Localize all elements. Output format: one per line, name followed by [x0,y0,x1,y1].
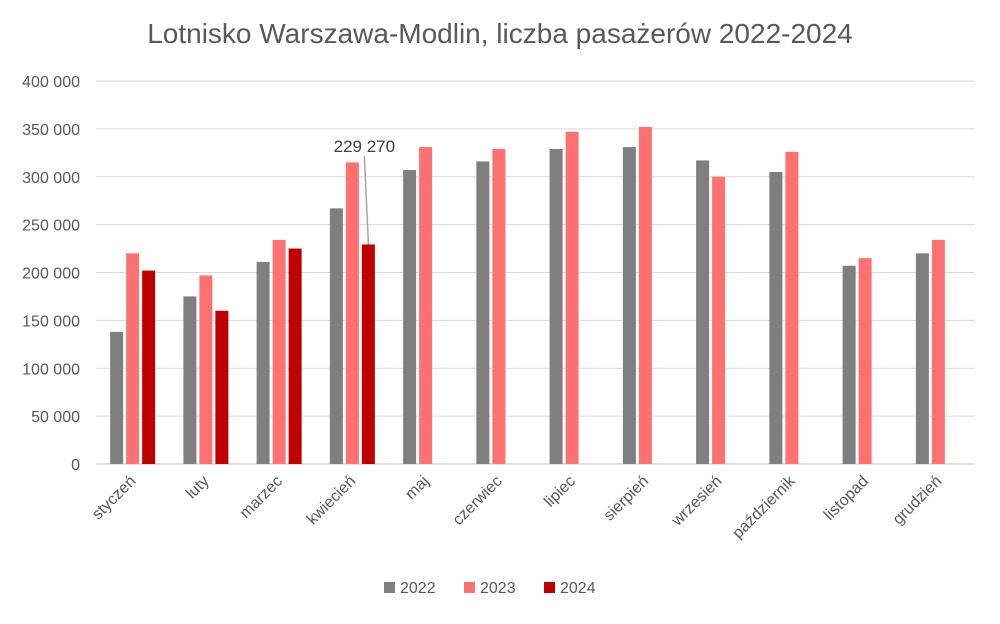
x-tick-label: październik [729,472,799,542]
legend-swatch-2022 [384,582,395,593]
x-tick-label: wrzesień [668,473,725,530]
y-tick-label: 0 [71,457,80,474]
bar-2023 [126,253,140,464]
bar-2022 [256,261,270,464]
bar-2023 [931,239,945,464]
y-tick-label: 100 000 [22,361,80,378]
bar-2022 [915,253,929,464]
legend-label-2022: 2022 [400,580,436,597]
bar-2024 [215,310,229,464]
bar-2022 [842,265,856,464]
x-tick-label: grudzień [890,473,945,528]
bar-2023 [272,239,286,464]
bar-2022 [549,148,563,465]
legend-label-2023: 2023 [480,580,516,597]
bar-2022 [329,208,343,464]
y-tick-label: 400 000 [22,74,80,91]
annotation-leader-line [363,155,370,245]
bar-2024 [288,248,302,464]
legend-swatch-2023 [464,582,475,593]
bar-2022 [183,296,197,464]
y-tick-label: 50 000 [31,409,80,426]
bar-2022 [403,170,417,465]
x-tick-label: maj [402,473,432,503]
bar-2024 [361,244,375,464]
bar-2022 [110,331,124,464]
x-tick-label: styczeń [89,473,139,523]
bar-2023 [712,176,726,464]
bar-2022 [476,161,490,464]
bar-2023 [858,258,872,464]
y-tick-label: 300 000 [22,170,80,187]
legend-label-2024: 2024 [560,580,596,597]
x-tick-label: luty [183,473,213,503]
x-tick-label: kwiecień [304,473,359,528]
x-tick-label: czerwiec [450,473,506,529]
bar-2022 [696,160,710,464]
chart-title: Lotnisko Warszawa-Modlin, liczba pasażer… [147,18,853,49]
bar-2024 [142,270,156,464]
legend-swatch-2024 [544,582,555,593]
bar-2022 [622,147,636,464]
bar-2022 [769,171,783,464]
annotation-label: 229 270 [334,137,395,156]
bar-2023 [345,162,359,464]
y-tick-label: 200 000 [22,266,80,283]
x-tick-label: sierpień [601,473,653,525]
y-tick-label: 350 000 [22,122,80,139]
bar-2023 [638,126,652,465]
x-tick-label: listopad [821,473,872,524]
bar-2023 [492,148,506,465]
bar-2023 [785,151,799,465]
y-tick-label: 250 000 [22,218,80,235]
x-tick-label: lipiec [541,473,579,511]
x-tick-label: marzec [237,473,286,522]
bar-2023 [419,147,433,464]
bar-2023 [199,275,213,464]
y-tick-label: 150 000 [22,313,80,330]
bar-2023 [565,131,579,464]
